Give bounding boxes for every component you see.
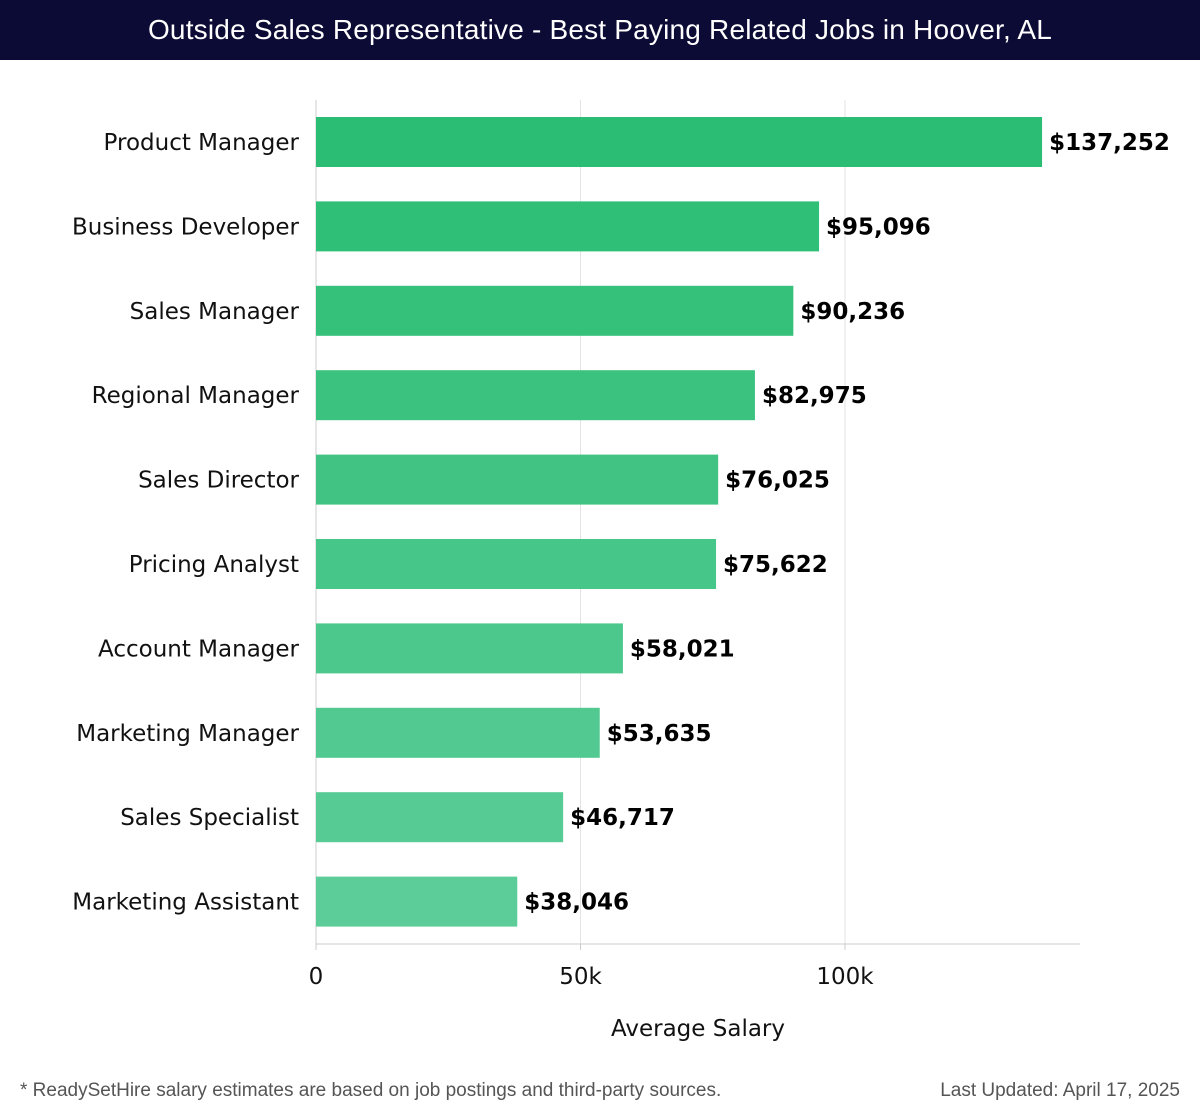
bar (316, 454, 719, 505)
x-tick-label: 50k (559, 964, 602, 990)
category-label: Sales Director (138, 468, 299, 494)
category-label: Account Manager (98, 636, 300, 662)
bar (316, 117, 1043, 167)
bar (316, 285, 794, 336)
category-label: Product Manager (104, 130, 300, 156)
bar (316, 370, 755, 421)
bar (316, 792, 564, 843)
value-label: $137,252 (1049, 130, 1170, 156)
page-title: Outside Sales Representative - Best Payi… (147, 14, 1053, 45)
value-label: $46,717 (570, 805, 675, 831)
x-tick-label: 0 (309, 964, 324, 990)
value-label: $38,046 (524, 890, 629, 916)
footer-note: * ReadySetHire salary estimates are base… (20, 1080, 722, 1101)
category-label: Sales Specialist (120, 805, 299, 831)
title-bar: Outside Sales Representative - Best Payi… (0, 0, 1200, 60)
value-label: $58,021 (630, 636, 735, 662)
x-tick-label: 100k (816, 964, 874, 990)
bar (316, 707, 600, 758)
value-label: $90,236 (800, 299, 905, 325)
value-label: $95,096 (826, 214, 931, 240)
footer-updated: Last Updated: April 17, 2025 (940, 1080, 1180, 1101)
category-label: Marketing Assistant (72, 890, 299, 916)
value-label: $76,025 (725, 468, 830, 494)
value-label: $75,622 (723, 552, 828, 578)
category-label: Pricing Analyst (129, 552, 299, 578)
x-axis-title: Average Salary (611, 1016, 785, 1042)
category-label: Business Developer (72, 214, 300, 240)
category-label: Regional Manager (92, 383, 300, 409)
value-label: $82,975 (762, 383, 867, 409)
category-label: Marketing Manager (76, 721, 299, 747)
category-label: Sales Manager (130, 299, 300, 325)
bar (316, 876, 518, 927)
salary-bar-chart: 0 50k 100k Average Salary Product Manager $13… (72, 100, 1170, 1042)
bar (316, 539, 717, 589)
bar (316, 201, 820, 252)
value-label: $53,635 (607, 721, 712, 747)
bar (316, 623, 623, 674)
